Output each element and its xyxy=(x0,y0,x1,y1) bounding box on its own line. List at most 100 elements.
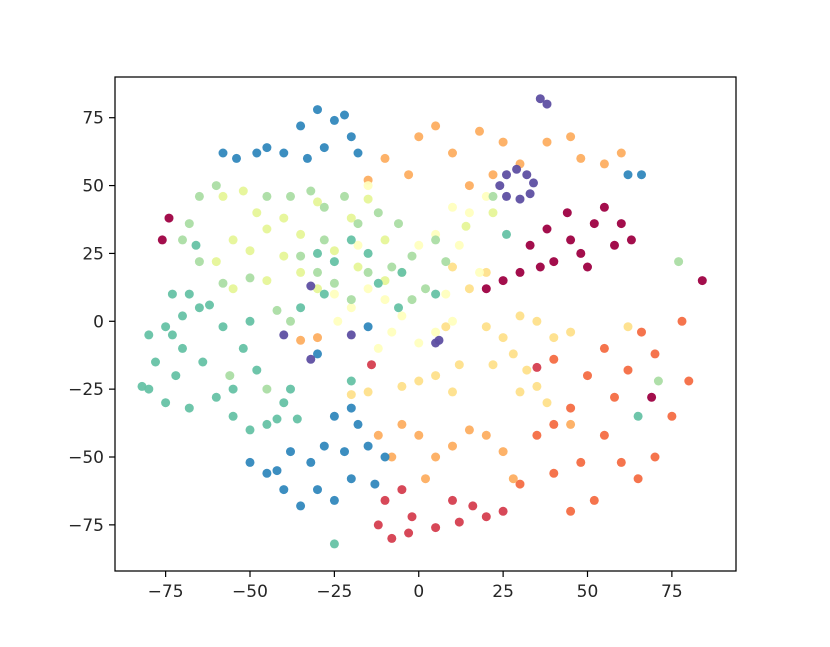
data-point xyxy=(144,330,154,340)
data-point xyxy=(228,411,238,421)
data-point xyxy=(542,137,552,147)
data-point xyxy=(262,191,272,201)
data-point xyxy=(623,170,633,180)
data-point xyxy=(397,267,407,277)
data-point xyxy=(306,457,316,467)
data-point xyxy=(296,335,306,345)
data-point xyxy=(495,181,505,191)
data-point xyxy=(498,447,508,457)
data-point xyxy=(157,235,167,245)
data-point xyxy=(576,153,586,163)
data-point xyxy=(194,257,204,267)
data-point xyxy=(306,281,316,291)
data-points xyxy=(137,94,707,549)
y-tick-label: 25 xyxy=(82,244,104,264)
data-point xyxy=(414,376,424,386)
data-point xyxy=(599,202,609,212)
data-point xyxy=(407,512,417,522)
data-point xyxy=(313,197,322,207)
data-point xyxy=(566,132,576,142)
data-point xyxy=(346,330,356,340)
data-point xyxy=(218,322,228,332)
data-point xyxy=(535,262,545,272)
data-point xyxy=(313,349,322,359)
y-tick-label: −75 xyxy=(68,516,104,536)
data-point xyxy=(144,384,154,394)
data-point xyxy=(346,295,356,305)
data-point xyxy=(515,311,525,321)
data-point xyxy=(228,235,238,245)
data-point xyxy=(272,305,282,315)
data-point xyxy=(346,235,356,245)
data-point xyxy=(468,501,478,511)
data-point xyxy=(279,485,289,495)
data-point xyxy=(363,387,373,397)
data-point xyxy=(272,414,282,424)
data-point xyxy=(549,468,559,478)
data-point xyxy=(262,143,272,153)
data-point xyxy=(245,425,255,435)
data-point xyxy=(218,148,228,158)
data-point xyxy=(448,441,457,451)
data-point xyxy=(211,392,221,402)
data-point xyxy=(353,219,363,229)
data-point xyxy=(515,387,525,397)
data-point xyxy=(279,148,289,158)
data-point xyxy=(380,295,390,305)
data-point xyxy=(296,121,306,131)
data-point xyxy=(397,419,407,429)
data-point xyxy=(532,362,542,372)
data-point xyxy=(137,381,147,391)
data-point xyxy=(488,208,498,218)
data-point xyxy=(279,398,289,408)
data-point xyxy=(340,191,349,201)
data-point xyxy=(205,300,214,310)
data-point xyxy=(633,411,643,421)
cluster-3 xyxy=(296,121,626,484)
data-point xyxy=(532,430,542,440)
data-point xyxy=(684,376,694,386)
data-point xyxy=(407,295,417,305)
data-point xyxy=(329,278,339,288)
data-point xyxy=(599,430,609,440)
data-point xyxy=(525,240,535,250)
data-point xyxy=(566,403,576,413)
data-point xyxy=(525,189,535,199)
data-point xyxy=(178,343,187,353)
data-point xyxy=(296,229,306,239)
cluster-2 xyxy=(515,316,694,516)
data-point xyxy=(198,357,208,367)
data-point xyxy=(394,303,403,313)
data-point xyxy=(228,384,238,394)
data-point xyxy=(431,289,441,299)
data-point xyxy=(448,495,457,505)
data-point xyxy=(178,235,187,245)
data-point xyxy=(319,202,329,212)
data-point xyxy=(363,322,373,332)
data-point xyxy=(167,289,177,299)
data-point xyxy=(610,392,619,402)
data-point xyxy=(245,273,255,283)
data-point xyxy=(184,403,194,413)
data-point xyxy=(313,248,322,258)
data-point xyxy=(319,235,329,245)
data-point xyxy=(535,94,545,104)
data-point xyxy=(448,262,457,272)
data-point xyxy=(674,257,684,267)
data-point xyxy=(286,191,295,201)
data-point xyxy=(184,289,194,299)
data-point xyxy=(407,251,417,261)
data-point xyxy=(211,257,221,267)
data-point xyxy=(380,153,390,163)
data-point xyxy=(245,316,255,326)
data-point xyxy=(464,181,474,191)
data-point xyxy=(515,479,525,489)
data-point xyxy=(252,148,262,158)
data-point xyxy=(319,289,329,299)
data-point xyxy=(448,202,457,212)
data-point xyxy=(313,267,322,277)
data-point xyxy=(397,381,407,391)
data-point xyxy=(329,411,339,421)
